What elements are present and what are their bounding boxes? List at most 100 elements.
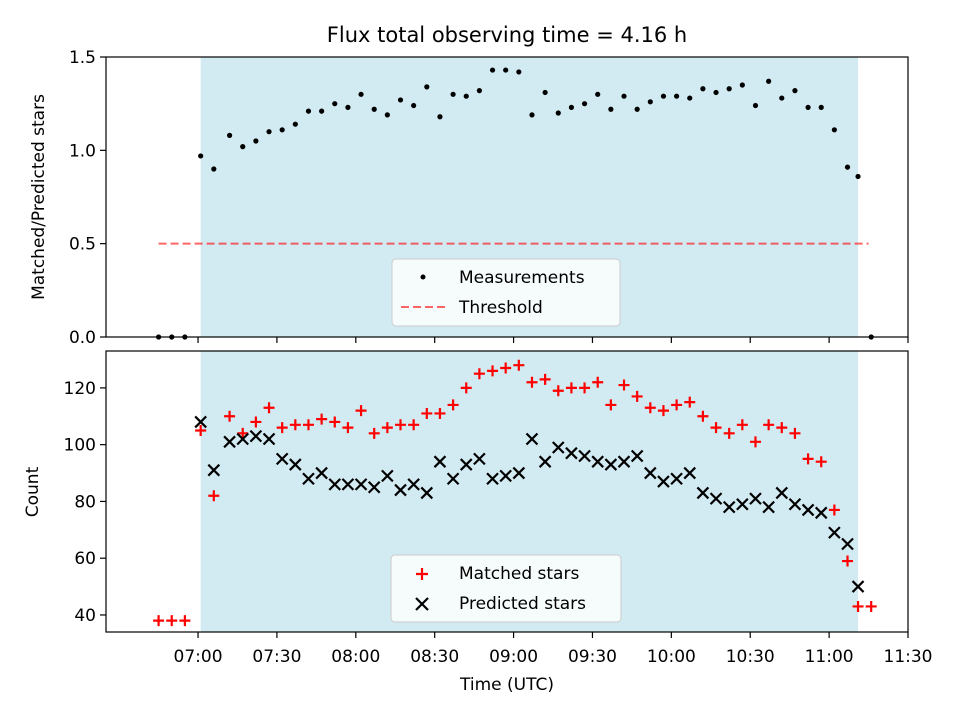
measurement-point — [305, 108, 312, 114]
predicted-star-point — [591, 455, 604, 468]
matched-star-point — [552, 385, 564, 397]
matched-star-point — [276, 422, 288, 434]
matched-star-point — [526, 376, 538, 388]
measurement-point — [529, 112, 535, 118]
y-tick-label: 60 — [74, 549, 96, 569]
matched-star-point — [776, 422, 788, 434]
matched-star-point — [421, 407, 433, 419]
predicted-star-point — [762, 500, 775, 514]
legend-matched-marker — [416, 568, 428, 580]
predicted-star-point — [236, 432, 250, 446]
y-tick-label: 0.0 — [69, 328, 96, 348]
matched-star-point — [815, 456, 827, 468]
predicted-star-point — [709, 492, 723, 505]
top-legend-box — [391, 258, 621, 327]
measurement-point — [463, 93, 469, 99]
matched-star-point — [671, 399, 683, 411]
matched-star-point — [736, 419, 748, 431]
measurement-point — [779, 95, 785, 101]
predicted-star-point — [420, 486, 434, 500]
matched-star-point — [434, 407, 446, 419]
matched-star-point — [592, 376, 604, 388]
y-tick-label: 1.5 — [69, 48, 96, 68]
legend-threshold-label: Threshold — [458, 298, 543, 318]
predicted-star-point — [801, 503, 815, 517]
y-tick-label: 1.0 — [69, 141, 96, 161]
matched-star-point — [342, 422, 354, 434]
matched-star-point — [263, 402, 275, 414]
matched-star-point — [749, 436, 761, 448]
matched-star-point — [408, 419, 420, 431]
predicted-star-point — [354, 478, 368, 491]
predicted-star-point — [433, 455, 447, 468]
matched-star-point — [828, 504, 840, 516]
predicted-star-point — [851, 580, 865, 593]
measurement-point — [516, 69, 522, 75]
predicted-star-point — [565, 446, 578, 460]
matched-star-point — [644, 402, 656, 414]
measurement-point — [371, 106, 377, 112]
predicted-star-point — [289, 458, 302, 471]
measurement-point — [805, 104, 811, 110]
matched-star-point — [657, 405, 669, 417]
y-tick-label: 40 — [74, 606, 96, 626]
predicted-star-point — [473, 452, 486, 466]
predicted-star-point — [670, 472, 683, 486]
bottom-y-axis-label: Count — [23, 466, 43, 517]
predicted-star-point — [617, 455, 631, 468]
matched-star-point — [500, 362, 512, 374]
measurement-point — [713, 89, 719, 96]
matched-star-point — [224, 410, 236, 422]
matched-star-point — [513, 359, 525, 371]
predicted-star-point — [367, 480, 381, 494]
matched-star-point — [631, 390, 643, 402]
predicted-star-point — [644, 466, 657, 480]
predicted-star-point — [407, 478, 420, 491]
measurement-point — [489, 67, 496, 73]
predicted-star-point — [381, 469, 394, 483]
matched-star-point — [487, 365, 499, 377]
predicted-star-point — [194, 415, 207, 429]
measurement-point — [700, 86, 706, 92]
predicted-star-point — [223, 435, 236, 449]
predicted-star-point — [446, 472, 460, 486]
predicted-star-point — [249, 429, 263, 443]
legend-measurements-label: Measurements — [459, 268, 585, 288]
measurement-point — [831, 127, 837, 133]
matched-star-point — [723, 427, 735, 439]
top-y-axis-label: Matched/Predicted stars — [29, 94, 49, 300]
x-tick-label: 09:00 — [489, 647, 538, 667]
predicted-star-point — [657, 475, 670, 488]
predicted-star-point — [828, 526, 841, 539]
predicted-star-point — [394, 483, 407, 497]
measurement-point — [568, 104, 575, 110]
predicted-star-point — [207, 463, 221, 477]
predicted-star-point — [512, 466, 526, 480]
measurement-point — [542, 89, 548, 96]
matched-star-point — [842, 555, 854, 567]
predicted-star-point — [525, 432, 539, 446]
matched-star-point — [237, 427, 249, 439]
matched-star-point — [208, 490, 220, 502]
matched-star-point — [565, 382, 577, 394]
measurement-point — [555, 110, 561, 116]
predicted-star-point — [814, 506, 828, 520]
matched-star-point — [447, 399, 459, 411]
predicted-star-point — [630, 449, 644, 463]
measurement-point — [226, 132, 233, 138]
legend-measurement-marker — [420, 274, 426, 280]
matched-star-point — [710, 422, 722, 434]
predicted-star-point — [459, 458, 473, 471]
measurement-point — [687, 95, 693, 101]
y-tick-label: 100 — [64, 436, 96, 456]
measurement-point — [358, 91, 364, 97]
measurement-point — [253, 138, 259, 144]
matched-star-point — [618, 379, 630, 391]
measurement-point — [674, 93, 680, 99]
predicted-star-point — [275, 452, 289, 466]
predicted-star-point — [328, 478, 342, 491]
matched-star-point — [289, 419, 301, 431]
matched-star-point — [368, 427, 380, 439]
predicted-star-point — [262, 432, 276, 446]
measurement-point — [384, 112, 390, 118]
